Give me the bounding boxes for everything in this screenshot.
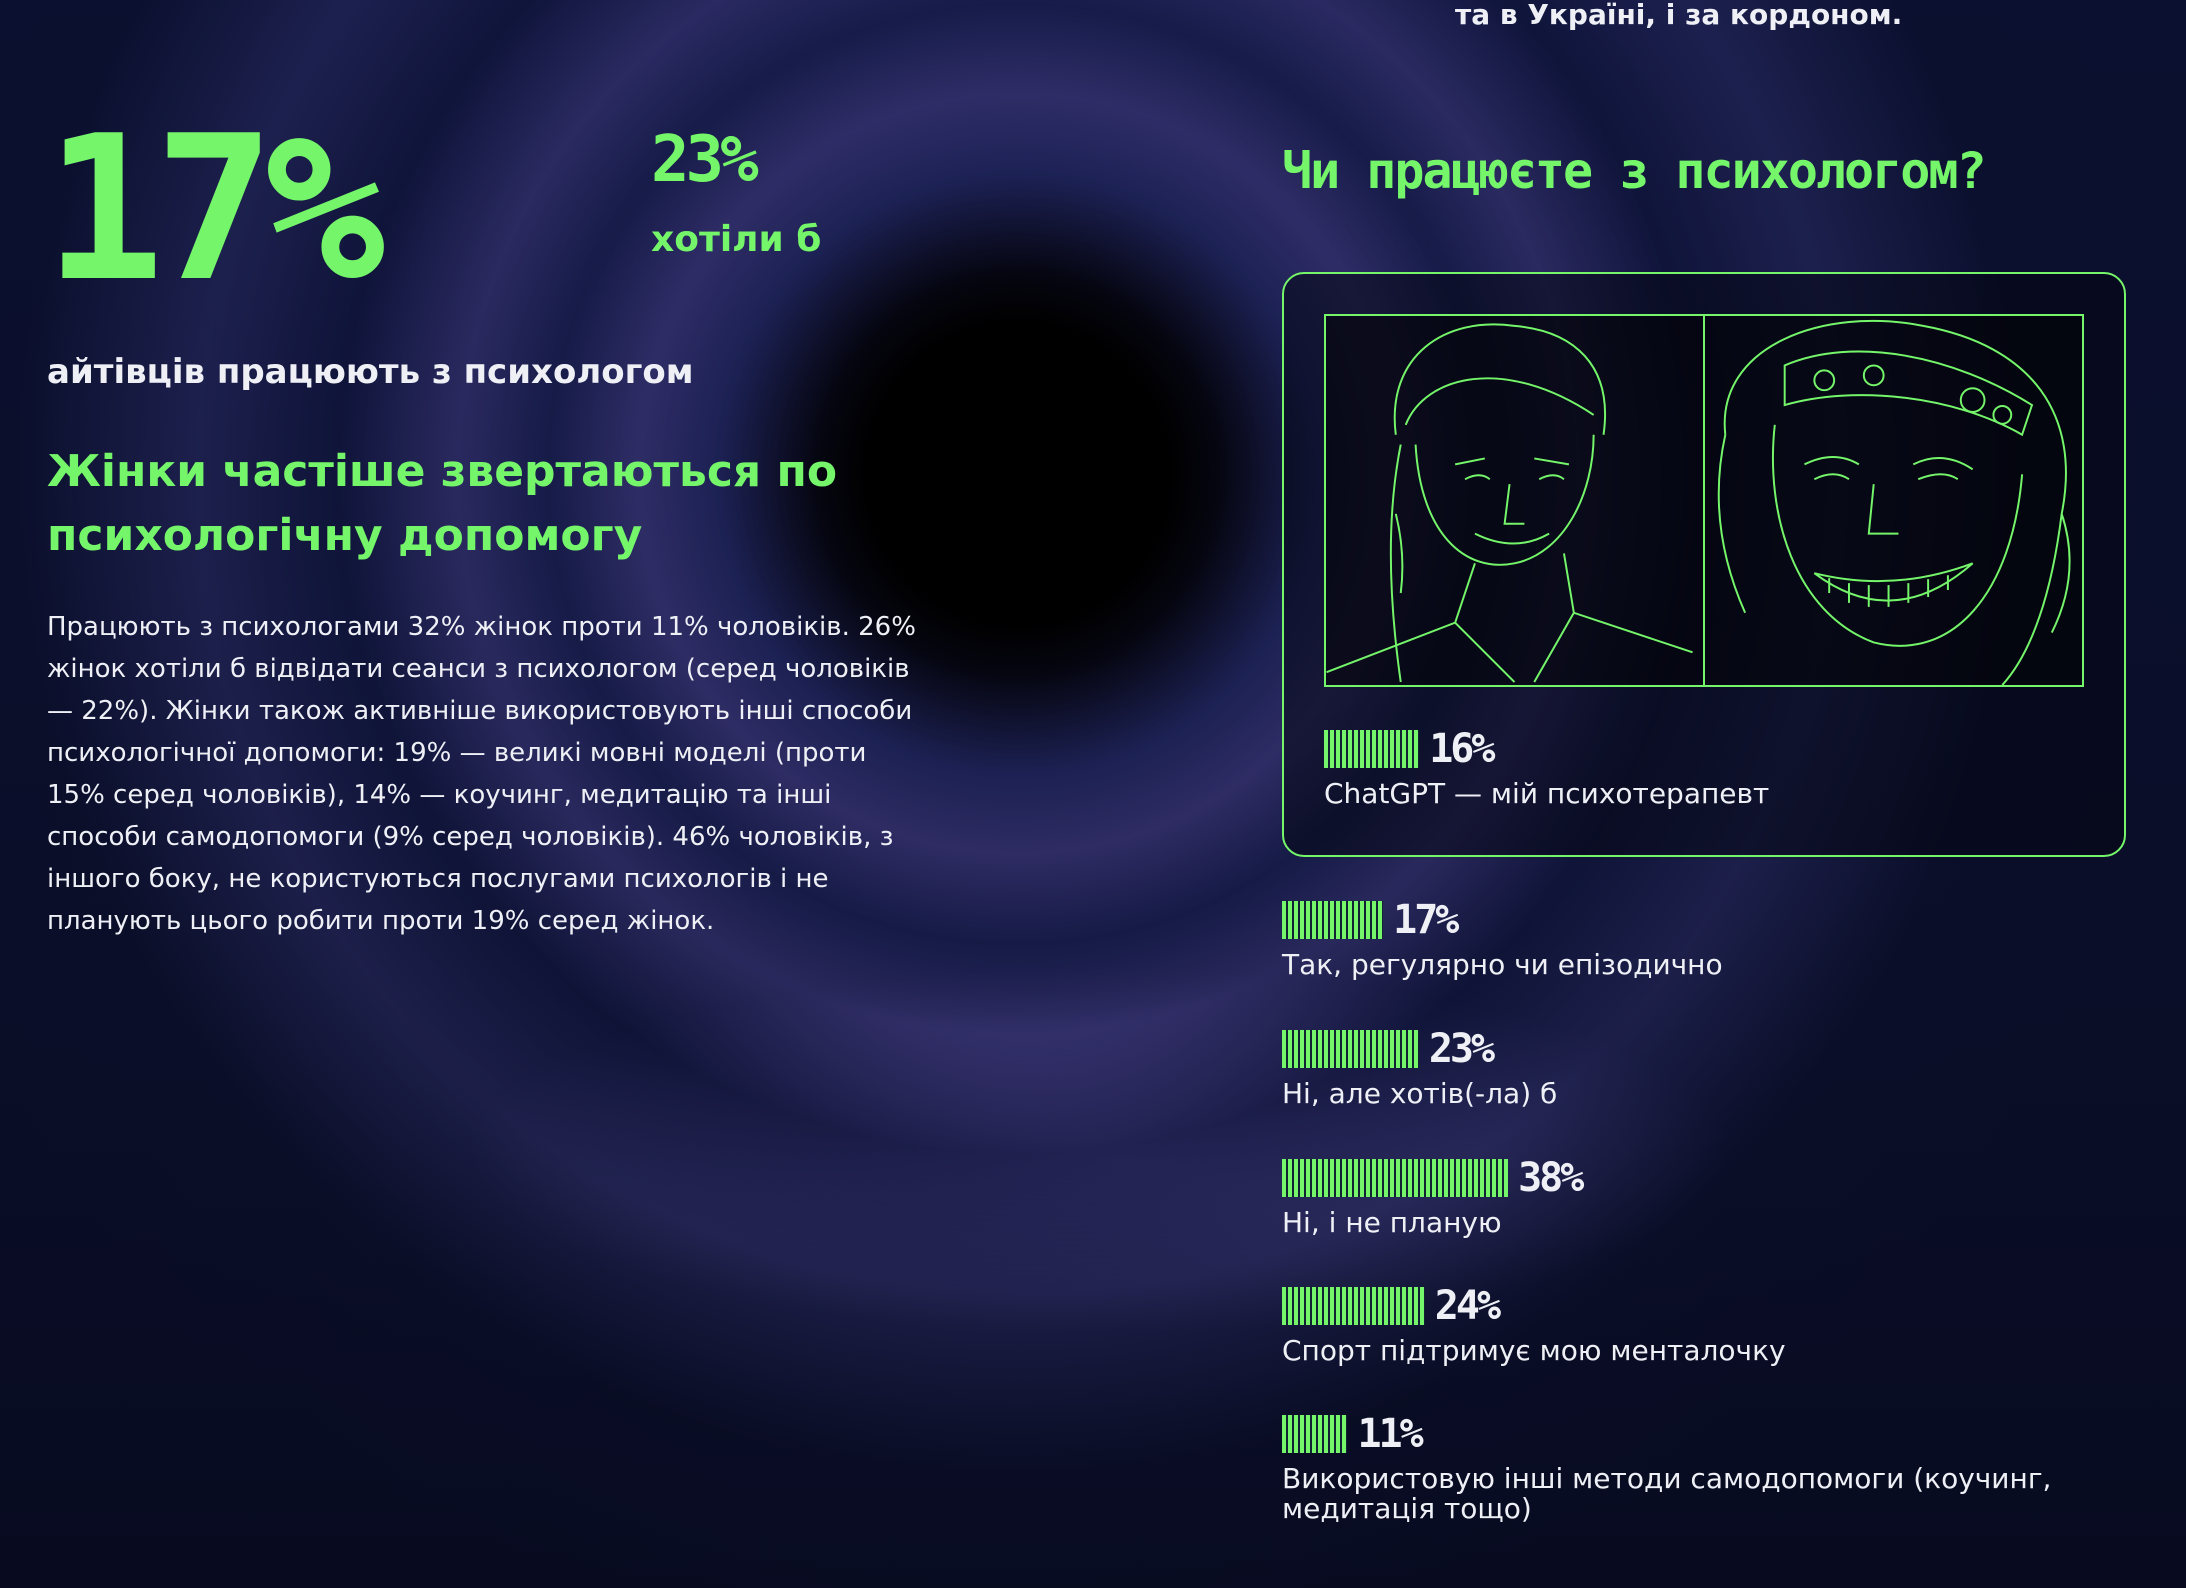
bar-item: 23% Ні, але хотів(-ла) б	[1282, 1029, 2102, 1109]
bar-value: 11%	[1357, 1411, 1423, 1457]
bar-fill	[1282, 1287, 1425, 1325]
bar-fill	[1282, 901, 1384, 939]
bar-label: Ні, але хотів(-ла) б	[1282, 1077, 1558, 1110]
portrait-woman-illustration	[1703, 316, 2071, 685]
bar-value: 23%	[1428, 1026, 1495, 1072]
big-percentage-label: айтівців працюють з психологом	[47, 352, 694, 392]
portrait-man-illustration	[1326, 323, 1693, 683]
bar-label: Ні, і не планую	[1282, 1206, 1502, 1239]
cut-off-text: та в Україні, і за кордоном.	[1455, 0, 1903, 31]
bar-fill	[1282, 1030, 1419, 1068]
question-heading: Чи працюєте з психологом?	[1282, 142, 1987, 200]
bar-label: Використовую інші методи самодопомоги (к…	[1282, 1462, 2052, 1525]
bar-item: 38% Ні, і не планую	[1282, 1158, 2102, 1238]
bar-value: 16%	[1429, 726, 1495, 772]
bar-label: Так, регулярно чи епізодично	[1282, 948, 1723, 981]
bar-item: 16% ChatGPT — мій психотерапевт	[1324, 729, 2144, 809]
bar-label: Спорт підтримує мою менталочку	[1282, 1334, 1786, 1367]
bar-item: 11% Використовую інші методи самодопомог…	[1282, 1414, 2102, 1524]
bar-fill	[1282, 1415, 1348, 1453]
bar-item: 17% Так, регулярно чи епізодично	[1282, 900, 2102, 980]
bar-label: ChatGPT — мій психотерапевт	[1324, 777, 1770, 810]
secondary-percentage: 23%	[651, 123, 759, 197]
bar-fill	[1324, 730, 1420, 768]
big-percentage: 17%	[44, 93, 385, 326]
bar-value: 38%	[1518, 1155, 1584, 1201]
bar-item: 24% Спорт підтримує мою менталочку	[1282, 1286, 2102, 1366]
bar-fill	[1282, 1159, 1509, 1197]
body-paragraph: Працюють з психологами 32% жінок проти 1…	[47, 612, 916, 936]
bar-value: 17%	[1393, 897, 1459, 943]
section-heading: Жінки частіше звертаються по психологічн…	[47, 446, 838, 561]
bar-value: 24%	[1434, 1283, 1501, 1329]
secondary-label: хотіли б	[651, 219, 822, 260]
portraits-illustration	[1324, 314, 2084, 687]
